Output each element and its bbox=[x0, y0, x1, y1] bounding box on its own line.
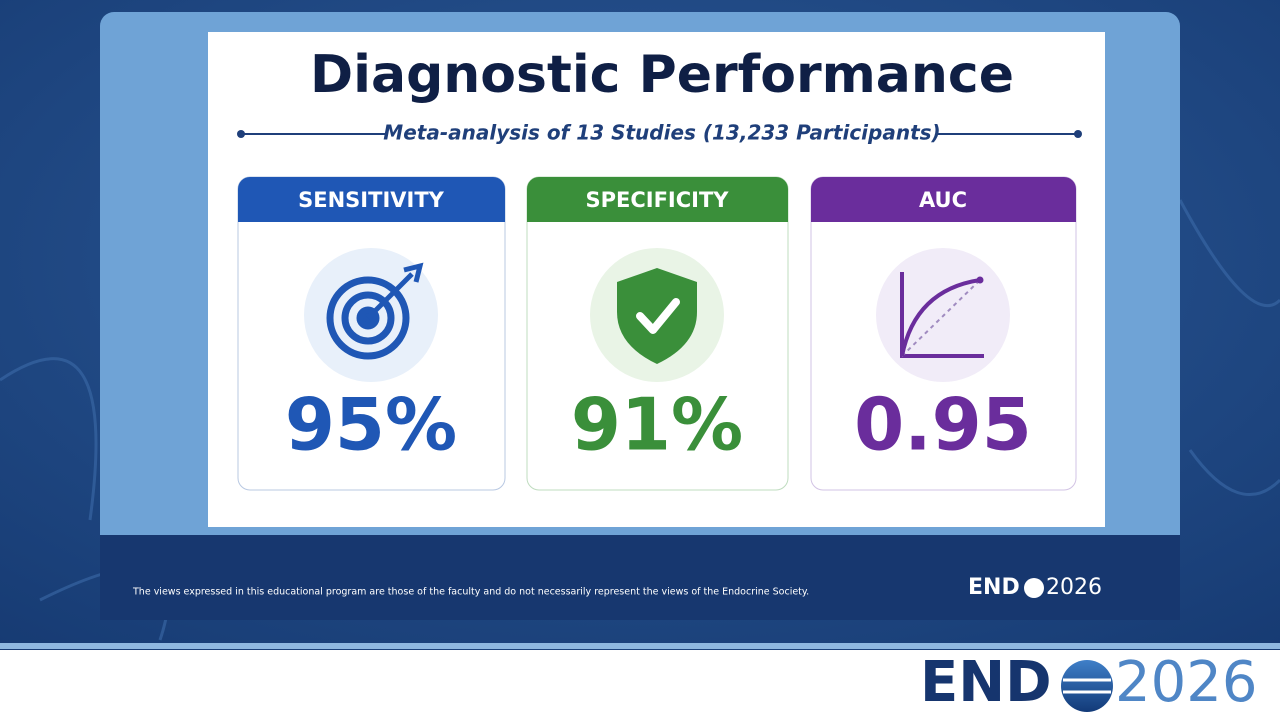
check bbox=[636, 298, 680, 334]
slide-title: Diagnostic Performance bbox=[310, 45, 1014, 105]
logo-right: 2026 bbox=[1115, 650, 1258, 715]
roc-icon bbox=[900, 272, 984, 358]
stripe bbox=[0, 643, 1280, 649]
footer-band bbox=[100, 535, 1180, 620]
logo-left: END bbox=[920, 650, 1052, 715]
card-value: 91% bbox=[571, 383, 743, 467]
card-label: SPECIFICITY bbox=[585, 188, 729, 212]
disclaimer: The views expressed in this educational … bbox=[132, 587, 809, 598]
dot bbox=[237, 130, 245, 138]
card: SPECIFICITY 91% bbox=[526, 176, 789, 491]
card-label: AUC bbox=[919, 188, 967, 212]
logo-globe bbox=[1024, 578, 1044, 598]
logo-left: END bbox=[968, 575, 1020, 600]
card-label: SENSITIVITY bbox=[298, 188, 445, 212]
dot bbox=[1074, 130, 1082, 138]
subtitle: Meta-analysis of 13 Studies (13,233 Part… bbox=[383, 121, 940, 145]
logo-globe bbox=[1061, 660, 1113, 712]
target-icon bbox=[326, 262, 424, 360]
card-header bbox=[527, 177, 788, 222]
logo-right: 2026 bbox=[1046, 575, 1102, 600]
card-header bbox=[238, 177, 505, 222]
card-header bbox=[811, 177, 1076, 222]
card-value: 95% bbox=[285, 383, 457, 467]
card-value: 0.95 bbox=[854, 383, 1032, 467]
card: AUC 0.95 bbox=[810, 176, 1077, 491]
card: SENSITIVITY 95% bbox=[237, 176, 506, 491]
globe-lines bbox=[1063, 678, 1111, 694]
shield-icon bbox=[617, 268, 697, 364]
